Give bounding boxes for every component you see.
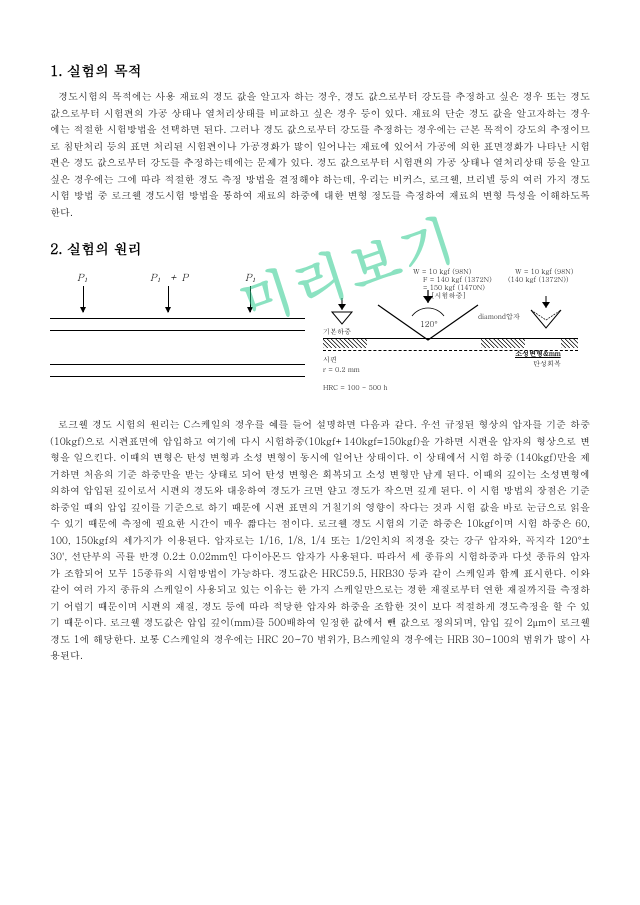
load-diagram-left: P₁ P₁ + P P₁ <box>50 268 305 398</box>
line-2 <box>50 330 305 331</box>
label-preload: 기본하중 <box>323 328 351 336</box>
label-w6: (140 kgf (1372N)) <box>508 276 568 284</box>
section1-title: 1. 실험의 목적 <box>50 60 590 80</box>
angle-text: 120° <box>420 319 438 330</box>
hatch-2 <box>481 338 525 348</box>
section2-body: 로크웰 경도 시험의 원리는 C스케일의 경우를 예를 들어 설명하면 다음과 … <box>50 416 590 664</box>
label-surface: 시편 <box>323 356 337 364</box>
arrow-1 <box>83 286 84 312</box>
label-p1r: P₁ <box>245 270 262 284</box>
section1-body: 경도시험의 목적에는 사용 재료의 경도 값을 알고자 하는 경우, 경도 값으… <box>50 88 590 220</box>
main-cone-icon: 120° <box>368 290 488 350</box>
line-top <box>50 318 305 319</box>
label-p1: P₁ <box>77 270 94 284</box>
label-p1p: P₁ + P <box>150 270 188 284</box>
hatch-3 <box>561 338 578 348</box>
label-diamond: diamond압자 <box>478 313 520 321</box>
line-bottom <box>50 376 305 377</box>
label-hrc: HRC = 100 - 500 h <box>323 384 387 392</box>
preload-cone-icon <box>327 298 357 328</box>
label-radius: r = 0.2 mm <box>323 366 360 374</box>
right-cone-icon <box>528 296 564 336</box>
indenter-diagram: W = 10 kgf (98N) F = 140 kgf (1372N) = 1… <box>323 268 578 398</box>
arrow-3 <box>250 286 251 312</box>
label-plastic: 소성변형&mm <box>515 350 561 358</box>
principle-diagrams: P₁ P₁ + P P₁ W = 10 kgf (98N) F = 140 kg… <box>50 268 590 398</box>
arrow-2 <box>168 286 169 312</box>
line-3 <box>50 364 305 365</box>
hatch-1 <box>323 338 367 348</box>
section2-title: 2. 실험의 원리 <box>50 238 590 258</box>
label-elastic: 탄성회복 <box>533 360 561 368</box>
